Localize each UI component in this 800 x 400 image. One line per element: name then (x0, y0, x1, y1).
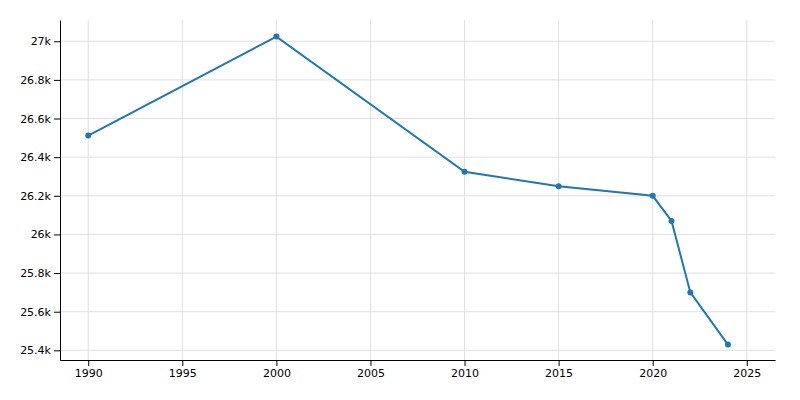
x-axis: 1990 1995 2000 2005 2010 2015 2020 2025 (61, 360, 776, 380)
tick-mark (54, 119, 60, 120)
tick-mark (54, 273, 60, 274)
tick: 2020 (639, 360, 667, 380)
tick: 25.6k (20, 306, 60, 319)
point (725, 342, 731, 348)
tick-label: 2010 (451, 367, 479, 380)
grid-line (652, 20, 653, 360)
tick: 25.4k (20, 344, 60, 357)
grid-line (60, 350, 775, 351)
point (85, 133, 91, 139)
tick-mark (54, 41, 60, 42)
tick-label: 2025 (733, 367, 761, 380)
tick-label: 26k (31, 228, 52, 241)
grid-line (60, 195, 775, 196)
tick: 2010 (451, 360, 479, 380)
tick-label: 1990 (75, 367, 103, 380)
tick: 2005 (357, 360, 385, 380)
tick-label: 25.6k (20, 306, 51, 319)
tick-label: 26.6k (20, 113, 51, 126)
point (273, 34, 279, 40)
tick-label: 26.8k (20, 74, 51, 87)
grid-line (60, 311, 775, 312)
point (669, 218, 675, 224)
tick-label: 26.2k (20, 190, 51, 203)
tick: 1990 (75, 360, 103, 380)
tick-mark (54, 312, 60, 313)
point (462, 169, 468, 175)
tick-mark (465, 360, 466, 366)
tick: 26.4k (20, 151, 60, 164)
tick: 2015 (545, 360, 573, 380)
axis-line (61, 360, 776, 361)
grid-line (182, 20, 183, 360)
tick-label: 2000 (263, 367, 291, 380)
grid-line (60, 118, 775, 119)
grid-line (88, 20, 89, 360)
tick-mark (54, 234, 60, 235)
tick: 27k (31, 35, 60, 48)
grid-line (60, 41, 775, 42)
y-axis: 25.4k 25.6k 25.8k 26k 26.2k 26.4k 26.6k 26.8k 27… (20, 21, 60, 361)
tick-label: 2015 (545, 367, 573, 380)
grid-line (60, 157, 775, 158)
grid-line (276, 20, 277, 360)
tick-mark (54, 196, 60, 197)
tick-mark (54, 80, 60, 81)
tick-mark (54, 350, 60, 351)
tick-label: 25.4k (20, 344, 51, 357)
grid-line (60, 234, 775, 235)
point (556, 183, 562, 189)
tick: 25.8k (20, 267, 60, 280)
grid-line (60, 79, 775, 80)
tick-label: 2020 (639, 367, 667, 380)
tick-label: 26.4k (20, 151, 51, 164)
marks (85, 34, 731, 348)
point (650, 193, 656, 199)
tick: 26.2k (20, 190, 60, 203)
tick-label: 25.8k (20, 267, 51, 280)
grid-line (370, 20, 371, 360)
tick: 26.8k (20, 74, 60, 87)
tick-mark (747, 360, 748, 366)
plot: 1990199520002005201020152020202525.4k25.… (20, 20, 775, 380)
tick-mark (559, 360, 560, 366)
tick-label: 1995 (169, 367, 197, 380)
grid-line (558, 20, 559, 360)
tick-mark (88, 360, 89, 366)
tick-mark (653, 360, 654, 366)
chart: 1990199520002005201020152020202525.4k25.… (0, 0, 800, 400)
tick: 26k (31, 228, 60, 241)
tick: 26.6k (20, 113, 60, 126)
tick: 2000 (263, 360, 291, 380)
tick-mark (370, 360, 371, 366)
grid-line (746, 20, 747, 360)
grid-line (60, 273, 775, 274)
tick: 2025 (733, 360, 761, 380)
point (687, 289, 693, 295)
tick: 1995 (169, 360, 197, 380)
tick-mark (54, 157, 60, 158)
grid-line (464, 20, 465, 360)
axis-line (60, 21, 61, 361)
line (88, 37, 728, 345)
tick-mark (276, 360, 277, 366)
grid (60, 20, 775, 360)
tick-label: 27k (31, 35, 52, 48)
tick-mark (182, 360, 183, 366)
tick-label: 2005 (357, 367, 385, 380)
